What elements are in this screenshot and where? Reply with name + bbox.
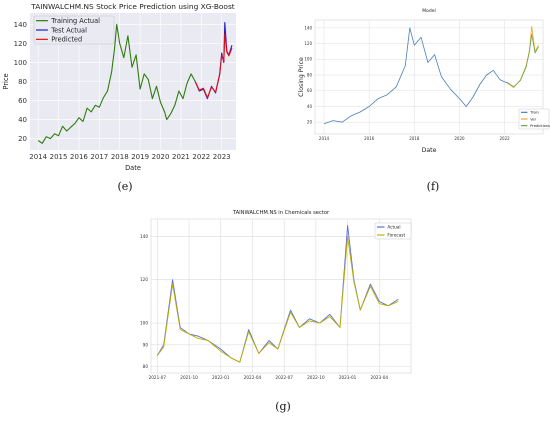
y-tick-label-g: 140 bbox=[140, 234, 148, 239]
x-tick-label-g: 2022-01 bbox=[212, 375, 230, 380]
y-tick-label-f: 60 bbox=[307, 88, 313, 93]
x-tick-label-f: 2020 bbox=[454, 136, 465, 141]
y-tick-label-e: 100 bbox=[14, 59, 27, 67]
legend-label-g-0: Actual bbox=[387, 224, 400, 229]
x-tick-label-f: 2014 bbox=[319, 136, 330, 141]
y-tick-label-g: 100 bbox=[140, 321, 148, 326]
y-tick-label-e: 80 bbox=[18, 78, 27, 86]
x-tick-label-e: 2016 bbox=[70, 153, 88, 161]
x-tick-label-g: 2023-04 bbox=[371, 375, 389, 380]
y-tick-label-e: 60 bbox=[18, 97, 27, 105]
series-line-f-2 bbox=[506, 33, 539, 88]
y-tick-label-f: 40 bbox=[307, 104, 313, 109]
caption-g: (g) bbox=[275, 400, 291, 413]
x-tick-label-e: 2023 bbox=[213, 153, 231, 161]
y-tick-label-f: 20 bbox=[307, 120, 313, 125]
y-tick-label-f: 80 bbox=[307, 72, 313, 77]
legend-label-f-1: Val bbox=[530, 117, 535, 121]
x-tick-label-g: 2022-04 bbox=[244, 375, 262, 380]
x-tick-label-e: 2017 bbox=[90, 153, 108, 161]
legend-label-e-1: Test Actual bbox=[50, 26, 87, 34]
legend-label-f-2: Predictions bbox=[530, 124, 550, 128]
x-tick-label-e: 2019 bbox=[131, 153, 149, 161]
chart-g-svg: 80 90 100 120 140 2021-07 2021-10 2022-01 2022-0… bbox=[140, 210, 412, 413]
x-tick-label-e: 2022 bbox=[192, 153, 210, 161]
x-tick-label-e: 2018 bbox=[111, 153, 129, 161]
chart-title-g: TAINWALCHM.NS in Chemicals sector bbox=[232, 210, 330, 216]
chart-panel-g: 80 90 100 120 140 2021-07 2021-10 2022-01 2022-0… bbox=[135, 205, 425, 423]
x-tick-label-e: 2020 bbox=[152, 153, 170, 161]
x-tick-label-g: 2022-07 bbox=[275, 375, 293, 380]
series-line-g-1 bbox=[156, 235, 399, 363]
x-tick-label-f: 2022 bbox=[500, 136, 511, 141]
legend-label-f-0: Train bbox=[529, 111, 539, 115]
legend-label-e-0: Training Actual bbox=[50, 17, 100, 25]
x-tick-label-g: 2021-07 bbox=[149, 375, 167, 380]
legend-label-g-1: Forecast bbox=[387, 232, 405, 237]
y-tick-label-e: 120 bbox=[14, 40, 27, 48]
legend-label-e-2: Predicted bbox=[51, 36, 82, 44]
y-tick-label-g: 80 bbox=[143, 364, 149, 369]
y-axis-label-e: Price bbox=[2, 73, 10, 89]
y-tick-label-g: 90 bbox=[143, 342, 149, 347]
legend-box-e bbox=[33, 15, 115, 45]
chart-panel-f: 20 40 60 80 100 120 140 2014 2016 2018 2020 2022 Mod… bbox=[285, 0, 550, 200]
plot-area-g bbox=[150, 218, 412, 374]
x-tick-label-g: 2022-10 bbox=[307, 375, 325, 380]
x-tick-label-f: 2016 bbox=[364, 136, 375, 141]
y-tick-label-e: 140 bbox=[14, 21, 27, 29]
chart-title-f: Model bbox=[422, 8, 436, 14]
y-tick-label-f: 140 bbox=[304, 25, 312, 30]
x-axis-label-e: Date bbox=[125, 164, 141, 172]
series-line-f-0 bbox=[323, 27, 508, 125]
x-tick-label-g: 2023-01 bbox=[339, 375, 357, 380]
y-tick-label-f: 100 bbox=[304, 57, 312, 62]
y-tick-label-e: 40 bbox=[18, 116, 27, 124]
chart-title-e: TAINWALCHM.NS Stock Price Prediction usi… bbox=[30, 2, 235, 11]
x-tick-label-e: 2021 bbox=[172, 153, 190, 161]
y-tick-label-g: 120 bbox=[140, 277, 148, 282]
series-line-e-0 bbox=[37, 23, 196, 144]
x-tick-label-f: 2018 bbox=[409, 136, 420, 141]
x-tick-label-g: 2021-10 bbox=[180, 375, 198, 380]
chart-e-svg: 20 40 60 80 100 120 140 2014 2015 2016 2017 2018 201… bbox=[2, 2, 236, 193]
chart-panel-e: 20 40 60 80 100 120 140 2014 2015 2016 2017 2018 201… bbox=[0, 0, 250, 200]
y-axis-label-f: Closing Price bbox=[298, 57, 305, 97]
x-tick-label-e: 2014 bbox=[29, 153, 47, 161]
series-line-e-2 bbox=[194, 33, 233, 99]
y-tick-label-e: 20 bbox=[18, 135, 27, 143]
x-tick-label-e: 2015 bbox=[50, 153, 68, 161]
x-axis-label-f: Date bbox=[422, 147, 437, 154]
y-tick-label-f: 120 bbox=[304, 41, 312, 46]
caption-e: (e) bbox=[117, 180, 132, 193]
chart-f-svg: 20 40 60 80 100 120 140 2014 2016 2018 2020 2022 Mod… bbox=[298, 8, 550, 193]
caption-f: (f) bbox=[427, 180, 440, 193]
legend-box-f bbox=[518, 108, 550, 130]
